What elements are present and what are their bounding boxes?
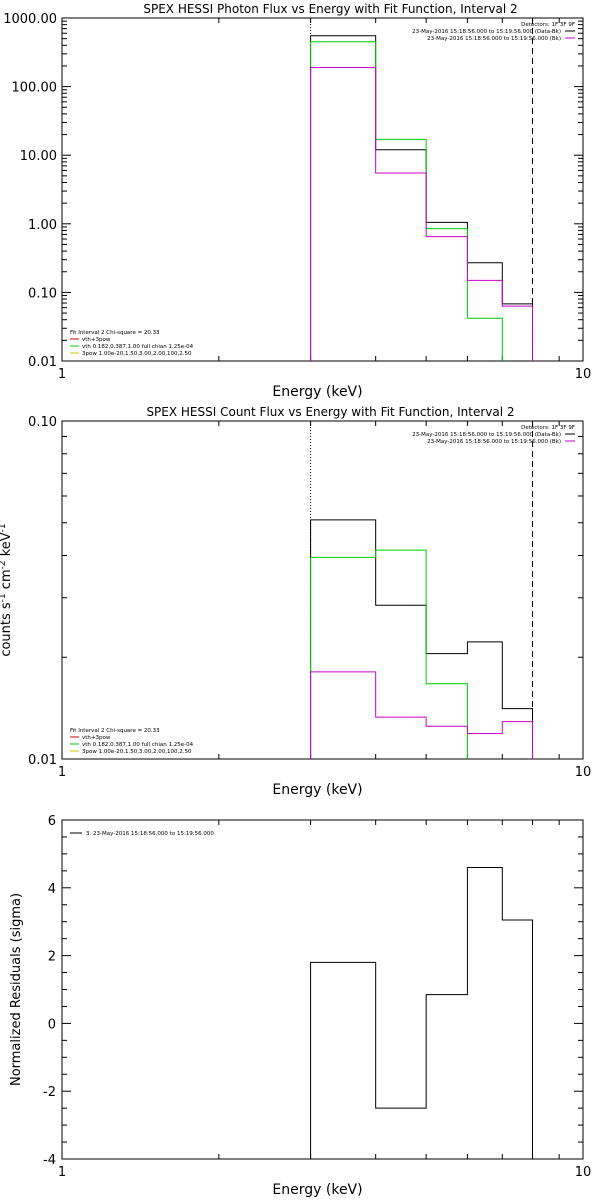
y-tick-label: 0.01 xyxy=(28,753,57,768)
series-line-black xyxy=(310,35,534,361)
chart-1: 1 10 0.01 0.10 1.00 10.00 100.00 1000.00 SPEX HE… xyxy=(3,2,591,400)
chart-title: SPEX HESSI Count Flux vs Energy with Fit… xyxy=(146,405,514,419)
legend-fit-header: Fit Interval 2 Chi-square = 20.33 xyxy=(70,728,160,734)
y-tick-label: 2 xyxy=(48,950,56,965)
y-tick-label: -2 xyxy=(43,1085,56,1100)
legend-header: Detectors: 1F 3F 9F xyxy=(521,425,575,431)
y-tick-label: 0.01 xyxy=(28,355,57,370)
legend-entry: 3pow 1.00e-20,1.50,3.00,2.00,100,2.50 xyxy=(82,749,192,755)
chart-3: 1 10 -4 -2 0 2 4 6 Energy (keV) Normalized Residu… xyxy=(9,814,591,1198)
y-axis-label-part: -1 xyxy=(0,593,8,602)
chart-title: SPEX HESSI Photon Flux vs Energy with Fi… xyxy=(143,2,517,16)
series-line-black xyxy=(310,866,534,1159)
x-axis-label: Energy (keV) xyxy=(272,1182,362,1198)
y-axis-label-part: -2 xyxy=(0,560,8,569)
x-tick-label: 10 xyxy=(575,765,592,780)
y-axis-label: Normalized Residuals (sigma) xyxy=(9,893,24,1086)
x-tick-label: 1 xyxy=(58,367,66,382)
series-group xyxy=(310,519,534,759)
series-group xyxy=(310,35,534,361)
x-tick-label: 10 xyxy=(575,367,592,382)
y-tick-label: 0 xyxy=(48,1017,56,1032)
legend-entry: 23-May-2016 15:18:56.000 to 15:19:56.000… xyxy=(427,439,561,445)
plot-frame xyxy=(61,17,584,362)
y-axis-label: counts s-1 cm-2 keV-1 xyxy=(0,523,14,656)
series-line-green xyxy=(310,549,468,759)
y-tick-label: 6 xyxy=(48,814,56,829)
series-line-magenta xyxy=(310,671,534,759)
x-axis-label: Energy (keV) xyxy=(272,782,362,798)
x-tick-label: 1 xyxy=(58,1165,66,1180)
legend-entry: vth 0.182,0.387,1.00 full chian 1.25e-04 xyxy=(82,742,194,748)
y-tick-label: -4 xyxy=(43,1153,56,1168)
legend-entry: 3. 23-May-2016 15:18:56.000 to 15:19:56.… xyxy=(86,831,214,837)
legend-entry: 23-May-2016 15:18:56.000 to 15:19:56.000… xyxy=(427,36,561,42)
series-group xyxy=(310,866,534,1159)
plot-frame xyxy=(61,420,584,760)
y-tick-label: 100.00 xyxy=(12,81,58,96)
y-tick-label: 0.10 xyxy=(28,415,57,430)
plot-frame xyxy=(61,819,584,1160)
legend-entry: vth+3pow xyxy=(82,735,111,741)
legend-entry: 23-May-2016 15:18:56.000 to 15:19:56.000… xyxy=(412,432,561,438)
chart-2: 1 10 0.01 0.10 SPEX HESSI Count Flux vs Ener… xyxy=(0,405,591,798)
y-tick-label: 0.10 xyxy=(28,286,57,301)
legend-fit-header: Fit Interval 2 Chi-square = 20.33 xyxy=(70,330,160,336)
y-tick-label: 1000.00 xyxy=(3,12,57,27)
legend-entry: 3pow 1.00e-20,1.50,3.00,2.00,100,2.50 xyxy=(82,351,192,357)
y-axis-label-part: cm xyxy=(0,569,14,593)
legend-entry: vth 0.182,0.387,1.00 full chian 1.25e-04 xyxy=(82,344,194,350)
y-tick-label: 1.00 xyxy=(28,218,57,233)
y-tick-label: 4 xyxy=(48,882,56,897)
legend-header: Detectors: 1F 3F 9F xyxy=(521,22,575,28)
y-axis-label-part: keV xyxy=(0,532,14,560)
series-line-green xyxy=(310,41,503,361)
x-tick-label: 10 xyxy=(575,1165,592,1180)
legend-entry: 23-May-2016 15:18:56.000 to 15:19:56.000… xyxy=(412,29,561,35)
y-tick-label: 10.00 xyxy=(20,149,57,164)
series-line-magenta xyxy=(310,66,534,361)
series-line-black xyxy=(310,519,534,759)
legend-entry: vth+3pow xyxy=(82,337,111,343)
x-axis-label: Energy (keV) xyxy=(272,384,362,400)
x-tick-label: 1 xyxy=(58,765,66,780)
y-axis-label-part: counts s xyxy=(0,602,14,657)
y-axis-label-part: -1 xyxy=(0,523,8,532)
